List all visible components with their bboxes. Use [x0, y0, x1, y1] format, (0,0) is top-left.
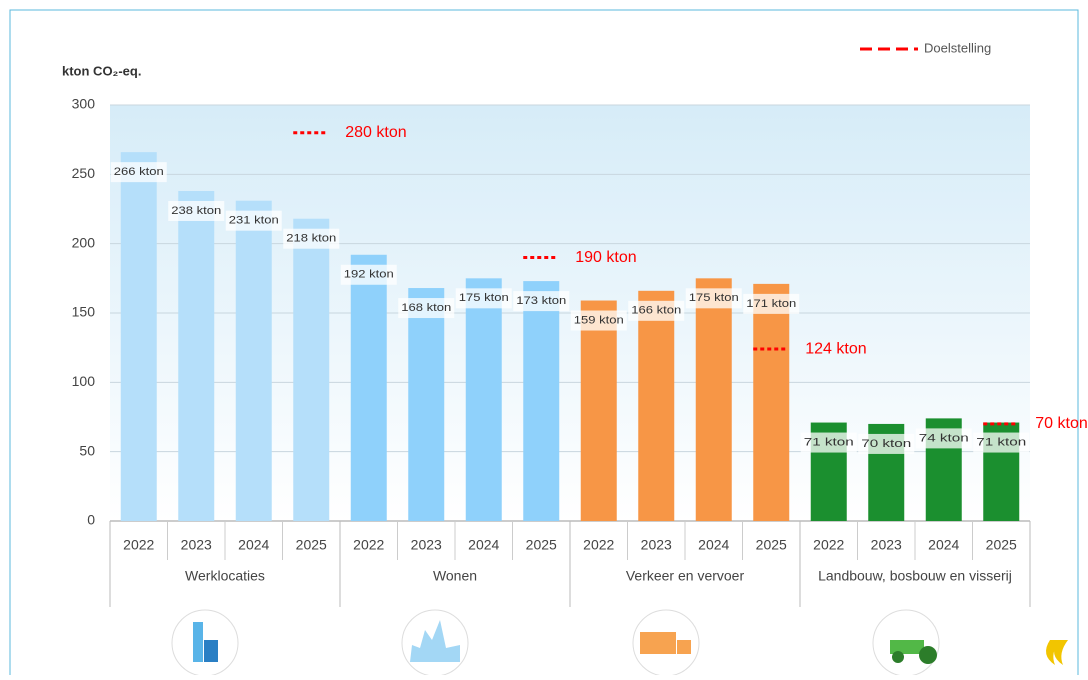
- value-label: 192 kton: [344, 269, 394, 281]
- value-label-bg: [283, 228, 340, 249]
- value-label-bg: [110, 162, 167, 183]
- bar: [350, 254, 387, 521]
- value-label-bg: [685, 288, 742, 309]
- target-label: 70 kton: [1035, 415, 1087, 432]
- y-tick-label: 200: [72, 234, 96, 250]
- bar: [120, 152, 157, 521]
- icons: [171, 609, 1068, 677]
- value-label-bg: [225, 210, 282, 231]
- x-tick-label: 2025: [526, 537, 557, 553]
- group-label: Landbouw, bosbouw en visserij: [818, 568, 1012, 584]
- x-tick-label: 2023: [641, 537, 672, 553]
- value-label: 171 kton: [746, 298, 796, 310]
- x-tick-label: 2023: [871, 537, 902, 553]
- bar: [293, 218, 330, 521]
- value-label: 166 kton: [631, 305, 681, 317]
- y-tick-label: 250: [72, 165, 96, 181]
- x-tick-label: 2022: [583, 537, 614, 553]
- value-label: 71 kton: [804, 436, 854, 448]
- value-label: 231 kton: [229, 215, 279, 227]
- value-label-bg: [973, 432, 1030, 453]
- target-label: 190 kton: [575, 249, 636, 266]
- value-label: 266 kton: [114, 166, 164, 178]
- bar: [523, 281, 560, 521]
- bar: [235, 200, 272, 521]
- y-tick-label: 100: [72, 373, 96, 389]
- value-label-bg: [398, 298, 455, 319]
- value-label: 168 kton: [401, 302, 451, 314]
- x-tick-label: 2024: [928, 537, 959, 553]
- value-label: 70 kton: [861, 438, 911, 450]
- y-axis-title: kton CO₂-eq.: [62, 63, 141, 78]
- value-label: 175 kton: [459, 292, 509, 304]
- value-label-bg: [628, 300, 685, 321]
- legend-label: Doelstelling: [924, 40, 991, 55]
- value-label-bg: [570, 310, 627, 331]
- value-label: 238 kton: [171, 205, 221, 217]
- value-label: 175 kton: [689, 292, 739, 304]
- value-label: 74 kton: [919, 432, 969, 444]
- bar: [465, 278, 502, 521]
- value-label-bg: [455, 288, 512, 309]
- value-label-bg: [858, 433, 915, 454]
- bar: [753, 283, 790, 521]
- value-label: 71 kton: [976, 436, 1026, 448]
- x-tick-label: 2024: [238, 537, 269, 553]
- bar: [408, 288, 445, 521]
- x-tick-label: 2025: [296, 537, 327, 553]
- y-tick-label: 300: [72, 96, 96, 112]
- value-label-bg: [340, 264, 397, 285]
- group-label: Verkeer en vervoer: [626, 568, 745, 584]
- value-label: 173 kton: [516, 295, 566, 307]
- x-tick-label: 2025: [756, 537, 787, 553]
- group-label: Werklocaties: [185, 568, 265, 584]
- x-tick-label: 2023: [411, 537, 442, 553]
- y-tick-label: 150: [72, 304, 96, 320]
- value-label-bg: [915, 428, 972, 449]
- value-label-bg: [743, 293, 800, 314]
- bar: [580, 300, 617, 521]
- x-tick-label: 2024: [468, 537, 499, 553]
- value-label-bg: [168, 200, 225, 221]
- bar: [178, 190, 215, 521]
- value-label: 159 kton: [574, 314, 624, 326]
- x-tick-label: 2025: [986, 537, 1017, 553]
- bar: [638, 290, 675, 521]
- target-label: 280 kton: [345, 124, 406, 141]
- x-tick-label: 2024: [698, 537, 729, 553]
- frame: [9, 9, 1079, 675]
- y-tick-label: 50: [79, 442, 95, 458]
- value-label-bg: [800, 432, 857, 453]
- x-tick-label: 2022: [813, 537, 844, 553]
- x-tick-label: 2022: [353, 537, 384, 553]
- x-tick-label: 2022: [123, 537, 154, 553]
- value-label-bg: [513, 291, 570, 312]
- value-label: 218 kton: [286, 233, 336, 245]
- target-label: 124 kton: [805, 340, 866, 357]
- x-tick-label: 2023: [181, 537, 212, 553]
- group-label: Wonen: [433, 568, 477, 584]
- y-tick-label: 0: [87, 512, 95, 528]
- bar: [695, 278, 732, 521]
